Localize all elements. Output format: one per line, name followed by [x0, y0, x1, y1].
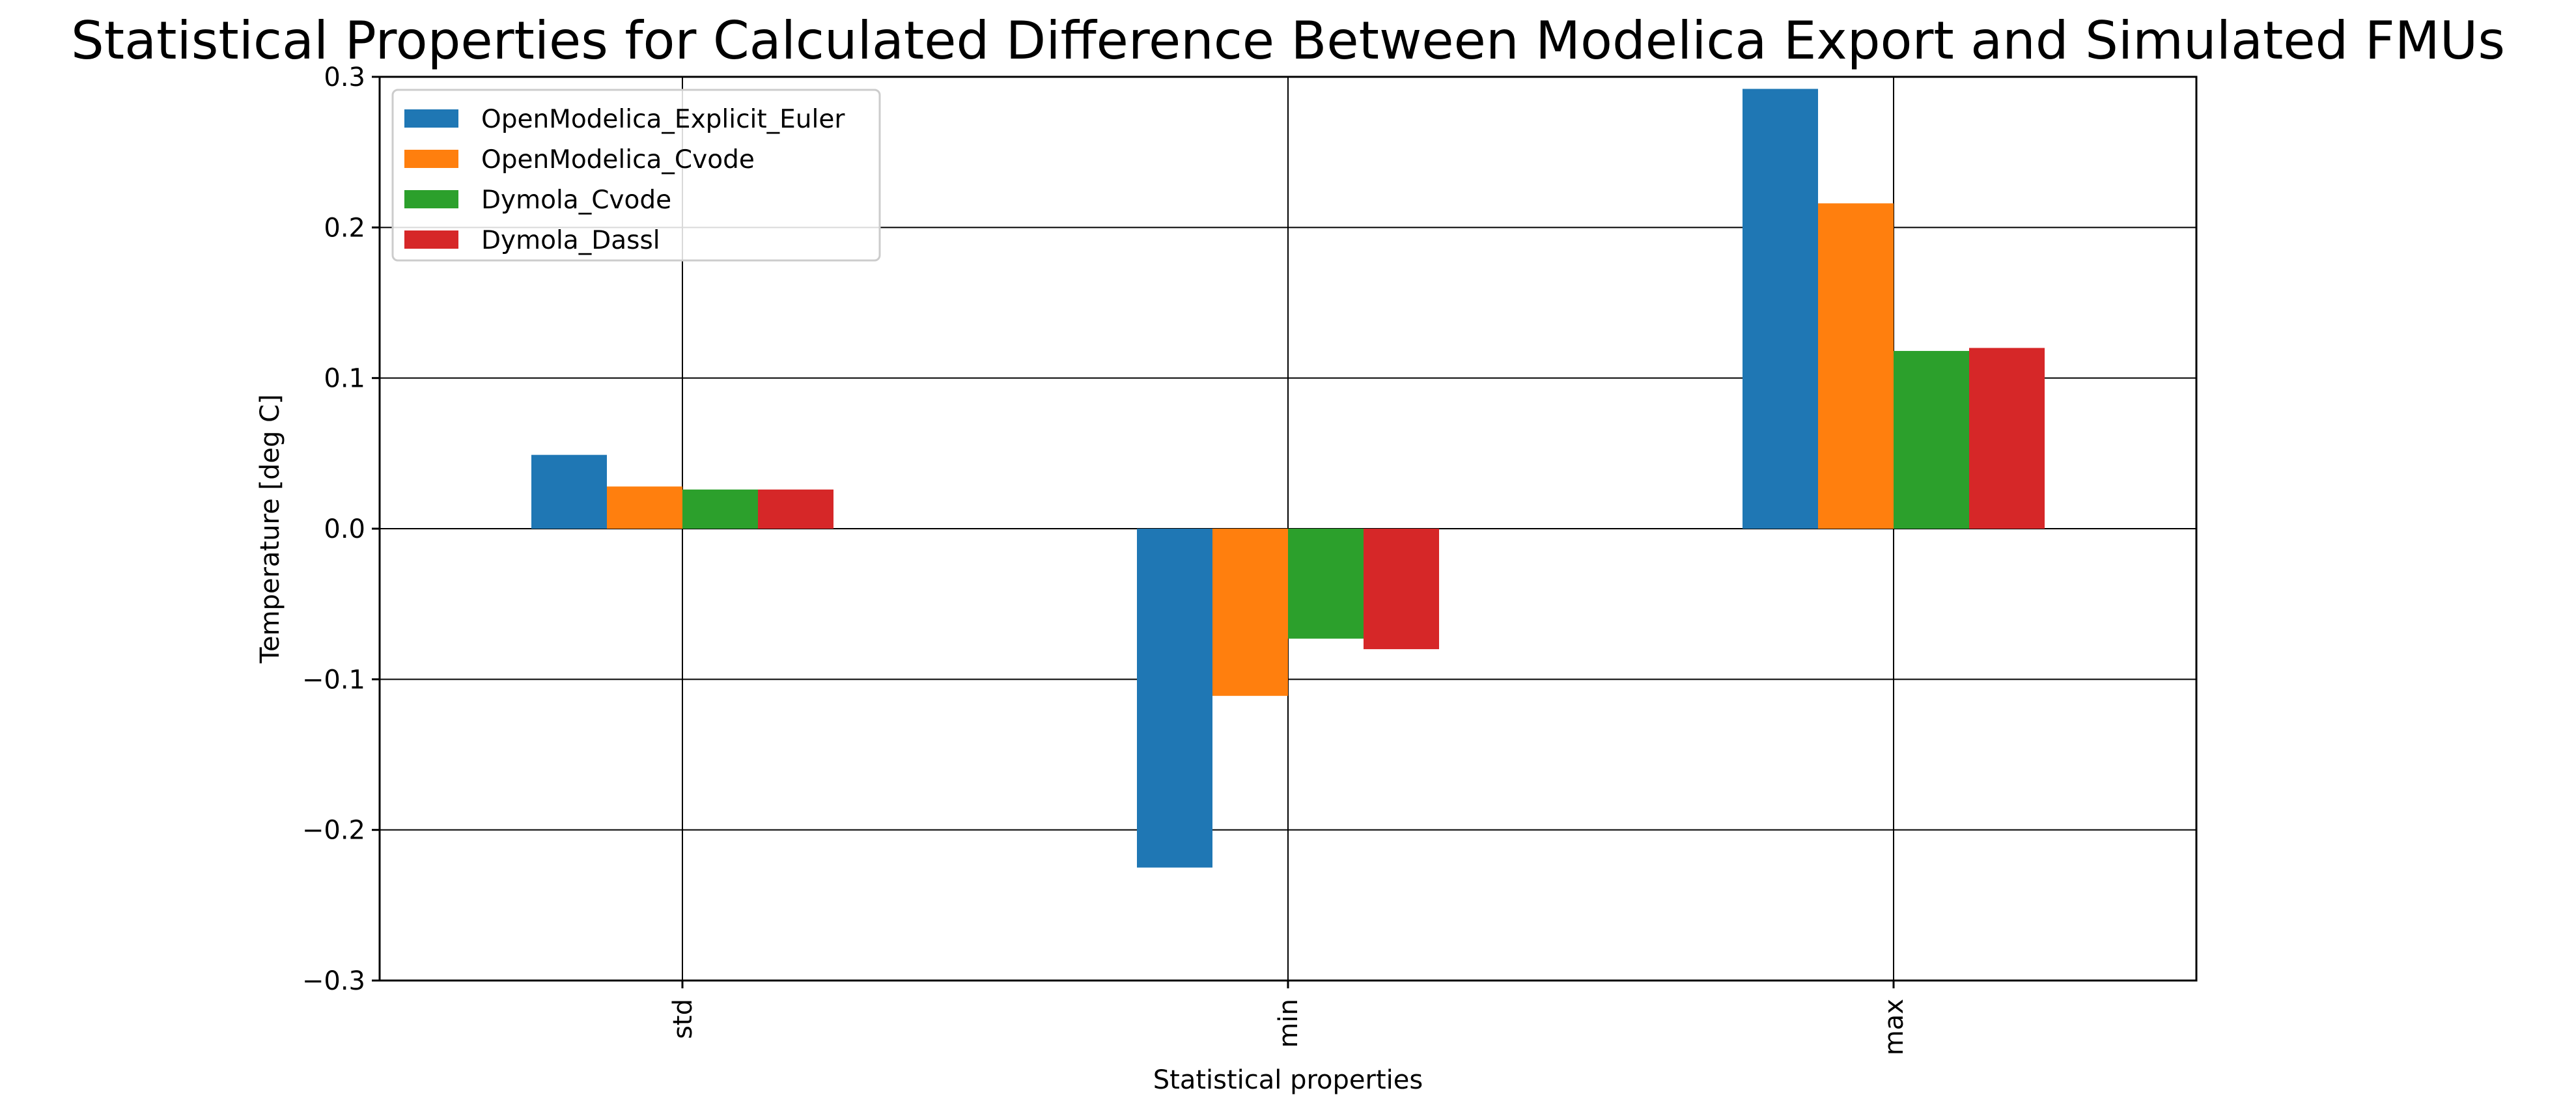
y-tick-label: 0.3 — [324, 63, 365, 92]
x-tick-label: max — [1879, 999, 1909, 1055]
bar — [1969, 348, 2045, 529]
x-axis-label: Statistical properties — [1153, 1065, 1423, 1095]
bar — [1288, 529, 1364, 639]
legend-swatch — [404, 190, 458, 208]
legend-label: Dymola_Dassl — [481, 226, 660, 255]
bar — [531, 454, 607, 529]
bar — [1818, 203, 1894, 529]
bar — [682, 489, 758, 529]
legend-swatch — [404, 230, 458, 249]
y-tick-label: −0.2 — [302, 816, 365, 846]
legend: OpenModelica_Explicit_Euler OpenModelica_… — [391, 89, 881, 262]
y-tick-label: 0.2 — [324, 213, 365, 243]
legend-label: OpenModelica_Explicit_Euler — [481, 105, 845, 134]
bar — [1137, 529, 1212, 868]
legend-label: Dymola_Cvode — [481, 186, 671, 215]
y-tick-label: 0.0 — [324, 514, 365, 544]
bar — [607, 486, 682, 529]
bar — [1212, 529, 1288, 696]
y-tick-label: 0.1 — [324, 364, 365, 394]
legend-box — [391, 89, 881, 262]
tick-labels: −0.3 −0.2 −0.1 0.0 0.1 0.2 0.3 std min max — [302, 63, 1909, 1055]
legend-swatch — [404, 109, 458, 128]
bar — [1743, 89, 1818, 529]
bar — [758, 489, 833, 529]
x-tick-label: min — [1274, 999, 1304, 1048]
bars — [531, 89, 2045, 868]
chart-title: Statistical Properties for Calculated Di… — [71, 10, 2505, 71]
bar — [1364, 529, 1439, 650]
y-axis-label: Temperature [deg C] — [255, 394, 285, 663]
bar — [1894, 351, 1969, 529]
legend-swatch — [404, 150, 458, 168]
axes — [372, 76, 2198, 988]
legend-label: OpenModelica_Cvode — [481, 145, 755, 174]
y-tick-label: −0.1 — [302, 665, 365, 695]
x-tick-label: std — [668, 999, 698, 1039]
y-tick-label: −0.3 — [302, 966, 365, 996]
